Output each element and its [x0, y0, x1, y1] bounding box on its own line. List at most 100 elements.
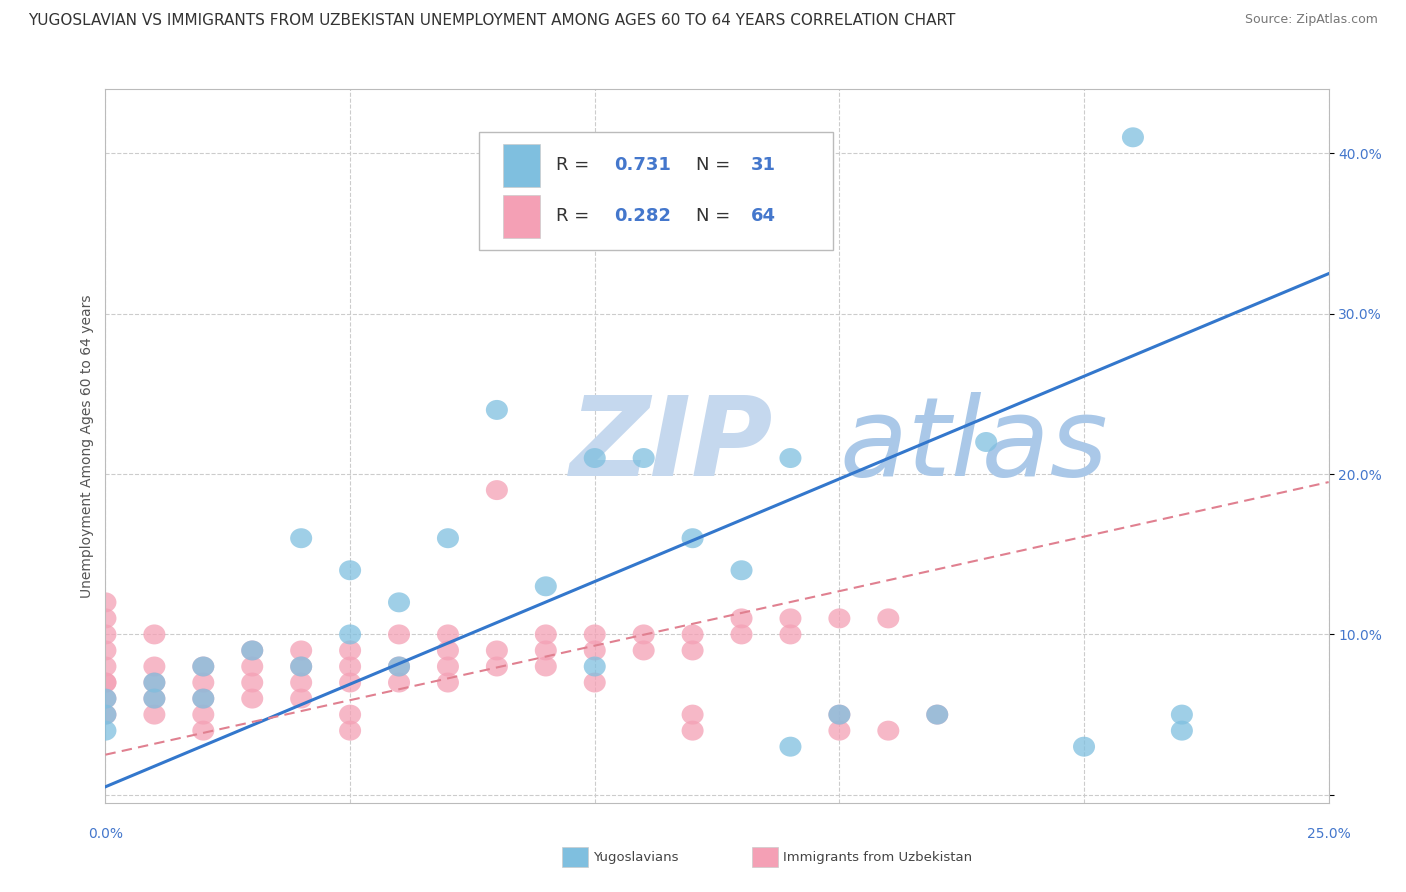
Ellipse shape — [339, 560, 361, 581]
Text: Yugoslavians: Yugoslavians — [593, 851, 679, 863]
Ellipse shape — [828, 721, 851, 740]
Ellipse shape — [290, 673, 312, 692]
Ellipse shape — [682, 640, 703, 660]
Ellipse shape — [486, 657, 508, 676]
Ellipse shape — [828, 705, 851, 724]
Ellipse shape — [779, 624, 801, 644]
Ellipse shape — [290, 657, 312, 676]
Text: R =: R = — [555, 156, 595, 175]
Ellipse shape — [534, 624, 557, 644]
Ellipse shape — [779, 737, 801, 756]
Ellipse shape — [437, 640, 458, 660]
Text: N =: N = — [696, 207, 737, 226]
Ellipse shape — [828, 705, 851, 724]
Ellipse shape — [731, 624, 752, 644]
Ellipse shape — [388, 657, 411, 676]
Ellipse shape — [1073, 737, 1095, 756]
Ellipse shape — [682, 705, 703, 724]
Ellipse shape — [290, 657, 312, 676]
Ellipse shape — [339, 640, 361, 660]
Ellipse shape — [877, 608, 900, 628]
Ellipse shape — [388, 624, 411, 644]
Ellipse shape — [534, 640, 557, 660]
Ellipse shape — [143, 705, 166, 724]
Ellipse shape — [143, 657, 166, 676]
Ellipse shape — [143, 689, 166, 708]
Ellipse shape — [828, 608, 851, 628]
Ellipse shape — [143, 673, 166, 692]
Text: N =: N = — [696, 156, 737, 175]
Ellipse shape — [583, 624, 606, 644]
Ellipse shape — [193, 673, 214, 692]
Ellipse shape — [94, 608, 117, 628]
Bar — [503, 144, 540, 186]
Ellipse shape — [486, 480, 508, 500]
Ellipse shape — [437, 528, 458, 549]
Ellipse shape — [583, 640, 606, 660]
Ellipse shape — [94, 657, 117, 676]
Ellipse shape — [290, 528, 312, 549]
Ellipse shape — [633, 448, 655, 468]
Ellipse shape — [193, 689, 214, 708]
Ellipse shape — [193, 657, 214, 676]
Ellipse shape — [779, 448, 801, 468]
Ellipse shape — [583, 673, 606, 692]
Ellipse shape — [534, 657, 557, 676]
Ellipse shape — [486, 640, 508, 660]
Ellipse shape — [242, 657, 263, 676]
Ellipse shape — [583, 448, 606, 468]
Text: 0.0%: 0.0% — [89, 827, 122, 841]
Ellipse shape — [388, 592, 411, 612]
Ellipse shape — [976, 432, 997, 452]
Bar — [503, 195, 540, 238]
FancyBboxPatch shape — [478, 132, 834, 250]
Ellipse shape — [437, 624, 458, 644]
Ellipse shape — [1171, 721, 1192, 740]
Ellipse shape — [193, 705, 214, 724]
Ellipse shape — [437, 657, 458, 676]
Ellipse shape — [94, 624, 117, 644]
Ellipse shape — [242, 640, 263, 660]
Ellipse shape — [339, 705, 361, 724]
Ellipse shape — [927, 705, 948, 724]
Ellipse shape — [193, 721, 214, 740]
Ellipse shape — [731, 560, 752, 581]
Ellipse shape — [94, 673, 117, 692]
Text: 31: 31 — [751, 156, 776, 175]
Text: R =: R = — [555, 207, 595, 226]
Ellipse shape — [193, 689, 214, 708]
Ellipse shape — [193, 657, 214, 676]
Ellipse shape — [1122, 128, 1144, 147]
Ellipse shape — [388, 657, 411, 676]
Ellipse shape — [534, 576, 557, 597]
Text: ZIP: ZIP — [571, 392, 773, 500]
Ellipse shape — [242, 673, 263, 692]
Ellipse shape — [388, 673, 411, 692]
Ellipse shape — [339, 673, 361, 692]
Ellipse shape — [682, 624, 703, 644]
Ellipse shape — [437, 673, 458, 692]
Ellipse shape — [682, 528, 703, 549]
Text: 64: 64 — [751, 207, 776, 226]
Ellipse shape — [94, 673, 117, 692]
Ellipse shape — [94, 721, 117, 740]
Text: 25.0%: 25.0% — [1306, 827, 1351, 841]
Ellipse shape — [143, 689, 166, 708]
Ellipse shape — [94, 705, 117, 724]
Ellipse shape — [927, 705, 948, 724]
Text: 0.731: 0.731 — [614, 156, 671, 175]
Ellipse shape — [143, 673, 166, 692]
Ellipse shape — [339, 657, 361, 676]
Ellipse shape — [633, 624, 655, 644]
Ellipse shape — [583, 657, 606, 676]
Ellipse shape — [94, 592, 117, 612]
Ellipse shape — [1171, 705, 1192, 724]
Text: atlas: atlas — [839, 392, 1108, 500]
Ellipse shape — [290, 689, 312, 708]
Ellipse shape — [242, 640, 263, 660]
Ellipse shape — [877, 721, 900, 740]
Ellipse shape — [633, 640, 655, 660]
Ellipse shape — [339, 624, 361, 644]
Y-axis label: Unemployment Among Ages 60 to 64 years: Unemployment Among Ages 60 to 64 years — [80, 294, 94, 598]
Ellipse shape — [290, 640, 312, 660]
